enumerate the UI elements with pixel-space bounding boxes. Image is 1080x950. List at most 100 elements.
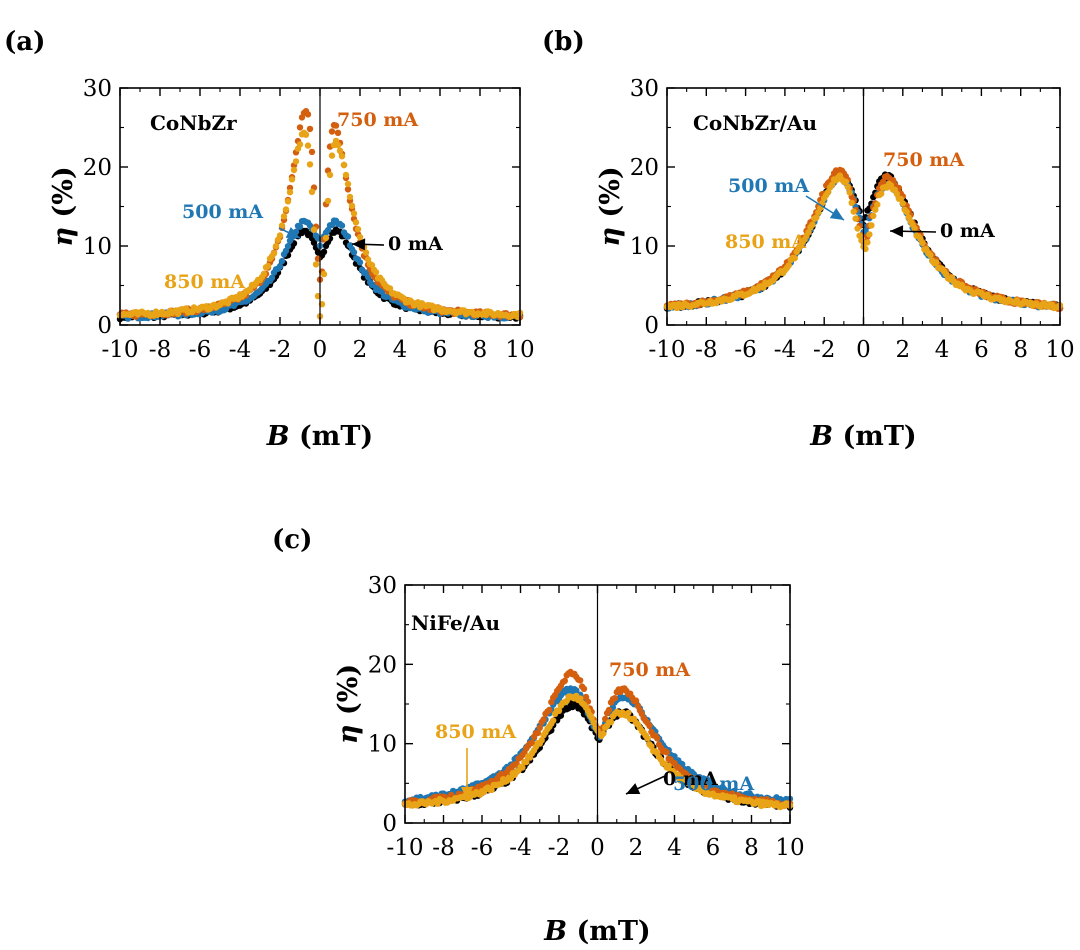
data-point [362,249,370,256]
data-point [338,153,346,160]
data-point [264,262,272,270]
sample-label: CoNbZr/Au [693,111,817,135]
data-point [850,208,857,215]
data-point [278,257,286,265]
data-point [844,183,851,190]
data-point [848,199,855,206]
data-point [632,697,640,704]
data-point [322,234,330,242]
y-axis-title: η (%) [595,166,626,246]
data-point [933,259,940,266]
data-point [350,249,358,256]
data-point [557,712,565,719]
x-tick-label: 0 [313,337,328,363]
x-tick-label: -2 [813,337,835,363]
x-tick-label: -10 [386,835,423,861]
x-tick-label: -4 [774,337,796,363]
data-point [842,178,849,185]
data-point [372,269,380,276]
data-point [893,190,901,198]
data-point [306,161,314,168]
data-point [536,724,543,732]
annotation-label: 750 mA [337,109,418,131]
data-point [270,250,278,257]
data-point [386,285,394,292]
panel-a-letter: (a) [4,27,45,57]
annotation-label: 750 mA [883,149,964,171]
data-point [276,263,284,270]
annotation-label: 500 mA [673,773,754,795]
data-point [870,212,877,219]
x-tick-label: -2 [548,835,570,861]
data-point [805,229,812,236]
data-point [644,735,651,742]
annotation-label: 0 mA [940,220,995,242]
data-point [852,215,859,222]
data-point [284,198,292,205]
annotation-label: 500 mA [182,201,263,223]
data-point [290,166,298,174]
data-point [282,206,290,213]
data-point [344,180,352,188]
sample-label: NiFe/Au [411,611,500,635]
data-point [550,717,557,724]
x-tick-label: -10 [648,337,685,363]
data-point [334,129,342,136]
data-point [813,214,820,221]
y-tick-label: 30 [368,573,397,599]
y-tick-label: 20 [368,652,397,678]
annotation-label: 500 mA [728,175,809,197]
data-point [296,141,304,148]
x-tick-label: -6 [734,337,756,363]
series-850-ma [663,172,1064,312]
x-tick-label: -6 [189,337,211,363]
data-point [654,735,661,742]
data-point [324,226,332,234]
x-tick-label: -10 [101,337,138,363]
x-tick-label: 6 [706,835,721,861]
series-850-ma [116,129,524,321]
annotation-arrowhead [829,207,844,220]
x-tick-label: -4 [229,337,251,363]
annotation-arrowhead [890,225,904,238]
annotation-arrowhead [461,787,473,800]
data-point [260,270,268,277]
x-tick-label: 10 [1045,337,1074,363]
x-tick-label: 6 [433,337,448,363]
data-point [648,743,655,750]
x-tick-label: 8 [744,835,759,861]
x-tick-label: -2 [269,337,291,363]
data-point [342,171,350,179]
x-tick-label: 2 [629,835,644,861]
data-point [296,223,304,230]
data-point [320,270,328,278]
data-point [899,200,906,207]
y-tick-label: 0 [644,313,659,339]
data-point [600,730,607,737]
data-point [854,225,861,232]
data-point [872,206,879,213]
data-point [590,719,597,726]
data-point [864,239,871,246]
data-point [809,221,816,228]
data-point [338,222,346,229]
annotation-label: 750 mA [609,659,690,681]
data-point [546,706,553,714]
data-point [326,171,334,179]
data-point [625,709,632,717]
data-point [352,219,360,226]
annotation-arrowhead [626,783,641,794]
x-tick-label: 4 [935,337,950,363]
y-tick-label: 0 [382,811,397,837]
data-point [868,222,875,229]
y-tick-label: 10 [630,234,659,260]
y-tick-label: 10 [368,732,397,758]
annotation-label: 850 mA [164,271,245,293]
data-point [346,193,354,201]
data-point [284,243,292,250]
data-point [785,262,792,269]
